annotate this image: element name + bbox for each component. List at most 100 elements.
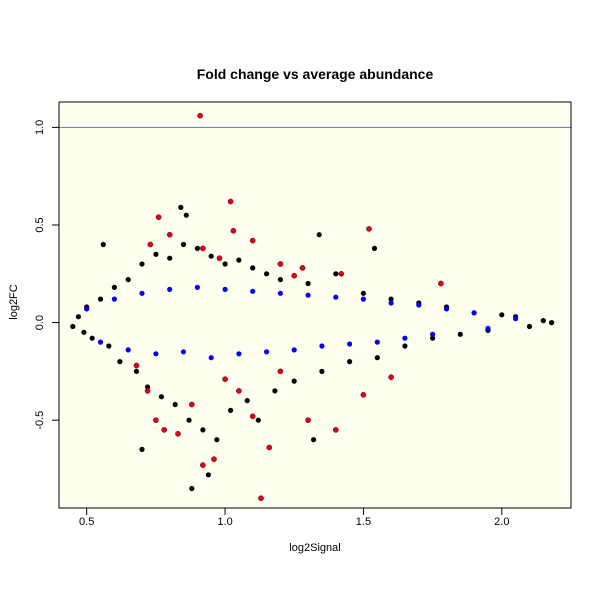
data-point bbox=[311, 437, 317, 443]
data-point bbox=[194, 245, 200, 251]
data-point bbox=[194, 284, 200, 290]
data-point bbox=[230, 227, 237, 234]
data-point bbox=[332, 427, 339, 433]
data-point bbox=[211, 456, 217, 463]
data-point bbox=[186, 417, 192, 423]
data-point bbox=[197, 112, 203, 119]
data-point bbox=[200, 245, 206, 252]
data-point bbox=[255, 417, 261, 423]
data-point bbox=[264, 349, 270, 355]
data-points bbox=[70, 112, 555, 502]
data-point bbox=[371, 245, 378, 251]
data-point bbox=[277, 368, 284, 375]
x-tick-label: 2.0 bbox=[494, 516, 509, 528]
data-point bbox=[266, 444, 273, 451]
data-point bbox=[333, 271, 339, 277]
x-tick-label: 1.5 bbox=[356, 516, 371, 528]
y-tick-label: 1.0 bbox=[34, 120, 46, 135]
data-point bbox=[166, 231, 173, 238]
data-point bbox=[208, 253, 214, 259]
data-point bbox=[338, 270, 345, 277]
data-point bbox=[222, 376, 228, 383]
data-point bbox=[214, 437, 220, 443]
data-point bbox=[172, 401, 178, 408]
data-point bbox=[117, 359, 123, 365]
data-point bbox=[291, 347, 297, 353]
data-point bbox=[75, 314, 81, 320]
series-highlight bbox=[84, 284, 519, 361]
data-point bbox=[153, 351, 159, 357]
data-point bbox=[147, 241, 154, 248]
data-point bbox=[81, 329, 87, 335]
data-point bbox=[200, 462, 206, 468]
data-point bbox=[189, 485, 195, 492]
data-point bbox=[175, 430, 181, 437]
data-point bbox=[402, 343, 408, 349]
x-axis: 0.5 1.0 1.5 2.0 bbox=[79, 507, 509, 528]
data-point bbox=[125, 277, 131, 283]
data-point bbox=[97, 339, 104, 345]
data-point bbox=[374, 355, 380, 361]
data-point bbox=[402, 335, 408, 341]
data-point bbox=[158, 394, 164, 400]
data-point bbox=[430, 331, 436, 337]
data-point bbox=[125, 347, 131, 353]
data-point bbox=[236, 351, 242, 357]
data-point bbox=[144, 388, 151, 394]
data-point bbox=[133, 368, 140, 374]
data-point bbox=[180, 241, 187, 248]
data-point bbox=[305, 280, 311, 287]
data-point bbox=[139, 261, 145, 267]
data-point bbox=[249, 237, 256, 244]
y-axis: -0.5 0.0 0.5 1.0 bbox=[34, 120, 60, 430]
data-point bbox=[438, 280, 444, 287]
data-point bbox=[388, 296, 394, 302]
data-point bbox=[264, 271, 270, 277]
data-point bbox=[139, 446, 145, 452]
data-point bbox=[236, 257, 242, 263]
data-point bbox=[180, 349, 187, 355]
data-point bbox=[291, 272, 298, 279]
y-tick-label: 0.5 bbox=[34, 217, 46, 232]
data-point bbox=[228, 407, 234, 413]
data-point bbox=[133, 362, 140, 369]
plot-area bbox=[59, 102, 571, 508]
data-point bbox=[360, 290, 366, 296]
data-point bbox=[499, 312, 505, 318]
data-point bbox=[106, 343, 112, 349]
data-point bbox=[222, 286, 228, 292]
data-point bbox=[272, 388, 278, 394]
x-axis-label: log2Signal bbox=[289, 542, 340, 554]
data-point bbox=[360, 391, 367, 398]
data-point bbox=[111, 284, 117, 290]
data-point bbox=[139, 290, 145, 296]
data-point bbox=[457, 331, 463, 337]
data-point bbox=[526, 323, 533, 330]
data-point bbox=[153, 417, 159, 424]
y-axis-label: log2FC bbox=[8, 284, 20, 320]
data-point bbox=[200, 427, 206, 433]
data-point bbox=[305, 292, 311, 298]
data-point bbox=[188, 401, 195, 408]
data-point bbox=[443, 306, 450, 312]
data-point bbox=[244, 398, 250, 404]
data-point bbox=[111, 296, 117, 302]
data-point bbox=[277, 261, 284, 267]
x-tick-label: 0.5 bbox=[79, 516, 94, 528]
data-point bbox=[416, 302, 422, 308]
data-point bbox=[388, 300, 394, 306]
chart-title: Fold change vs average abundance bbox=[197, 66, 434, 82]
data-point bbox=[249, 413, 256, 420]
data-point bbox=[305, 417, 311, 424]
data-point bbox=[277, 290, 283, 296]
data-point bbox=[277, 277, 283, 283]
y-tick-label: 0.0 bbox=[34, 315, 46, 330]
data-point bbox=[513, 316, 519, 322]
data-point bbox=[222, 261, 228, 267]
data-point bbox=[70, 323, 76, 330]
data-point bbox=[316, 232, 322, 238]
data-point bbox=[167, 255, 173, 261]
data-point bbox=[388, 374, 394, 381]
data-point bbox=[161, 427, 168, 433]
